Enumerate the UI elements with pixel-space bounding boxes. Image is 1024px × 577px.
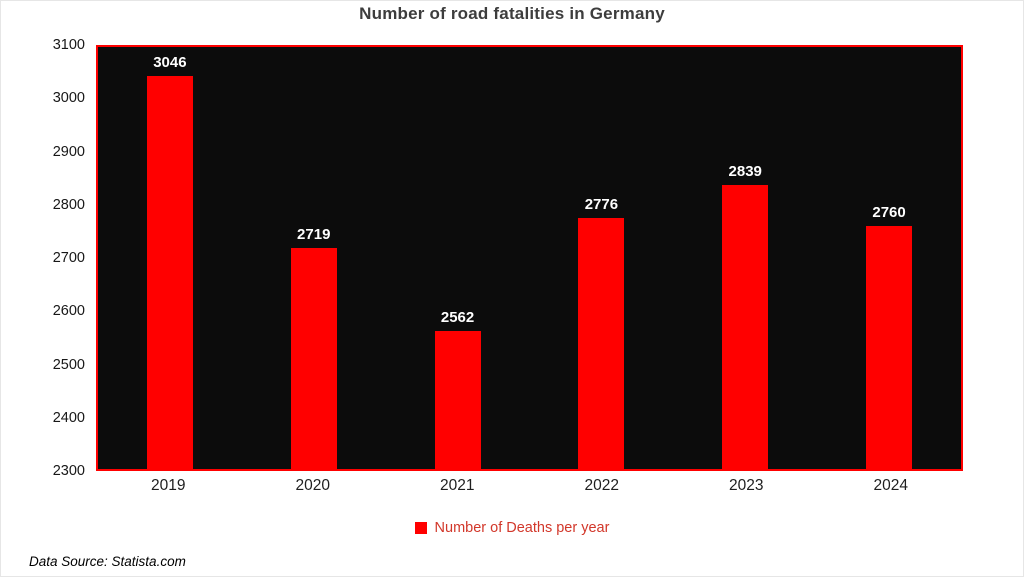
x-axis-tick-label: 2021 xyxy=(440,477,475,494)
x-axis-tick-label: 2020 xyxy=(295,477,330,494)
y-axis-tick-label: 2600 xyxy=(52,303,85,320)
y-axis: 3100 3000 2900 2800 2700 2600 2500 2400 2300 xyxy=(1,37,89,479)
bar-2022 xyxy=(578,217,625,469)
bar-value-label: 2839 xyxy=(728,162,762,180)
y-axis-tick-label: 3000 xyxy=(52,90,85,107)
x-axis-tick-label: 2024 xyxy=(873,477,908,494)
plot-area: 3046 2719 2562 2776 2839 2760 xyxy=(96,45,963,471)
bar-slot: 2776 xyxy=(529,47,673,469)
bar-value-label: 3046 xyxy=(153,53,187,71)
y-axis-tick-label: 3100 xyxy=(52,37,85,53)
bar-value-label: 2719 xyxy=(297,225,331,243)
bar-slot: 3046 xyxy=(98,47,242,469)
bar-2020 xyxy=(290,247,337,469)
bar-slot: 2839 xyxy=(673,47,817,469)
bar-2024 xyxy=(866,226,913,469)
legend-swatch-icon xyxy=(414,522,427,534)
legend: Number of Deaths per year xyxy=(1,520,1023,536)
data-source-note: Data Source: Statista.com xyxy=(29,554,186,569)
bar-value-label: 2776 xyxy=(584,195,619,213)
legend-label: Number of Deaths per year xyxy=(434,520,610,536)
y-axis-tick-label: 2300 xyxy=(52,463,85,479)
bar-slot: 2562 xyxy=(386,47,530,469)
y-axis-tick-label: 2700 xyxy=(52,250,85,266)
y-axis-tick-label: 2900 xyxy=(52,143,85,160)
bar-2023 xyxy=(722,184,769,469)
x-axis-tick-label: 2022 xyxy=(584,477,619,494)
x-axis: 2019 2020 2021 2022 2023 2024 xyxy=(96,477,963,495)
y-axis-tick-label: 2800 xyxy=(52,196,85,213)
bar-slot: 2719 xyxy=(242,47,386,469)
bar-slot: 2760 xyxy=(817,47,961,469)
chart-title: Number of road fatalities in Germany xyxy=(359,4,665,23)
bar-value-label: 2562 xyxy=(440,308,475,326)
x-axis-tick-label: 2023 xyxy=(729,477,764,494)
bar-value-label: 2760 xyxy=(872,204,906,222)
bar-2019 xyxy=(146,75,193,469)
y-axis-tick-label: 2500 xyxy=(52,356,85,373)
x-axis-tick-label: 2019 xyxy=(151,477,186,494)
y-axis-tick-label: 2400 xyxy=(52,409,85,426)
bar-2021 xyxy=(434,330,481,469)
